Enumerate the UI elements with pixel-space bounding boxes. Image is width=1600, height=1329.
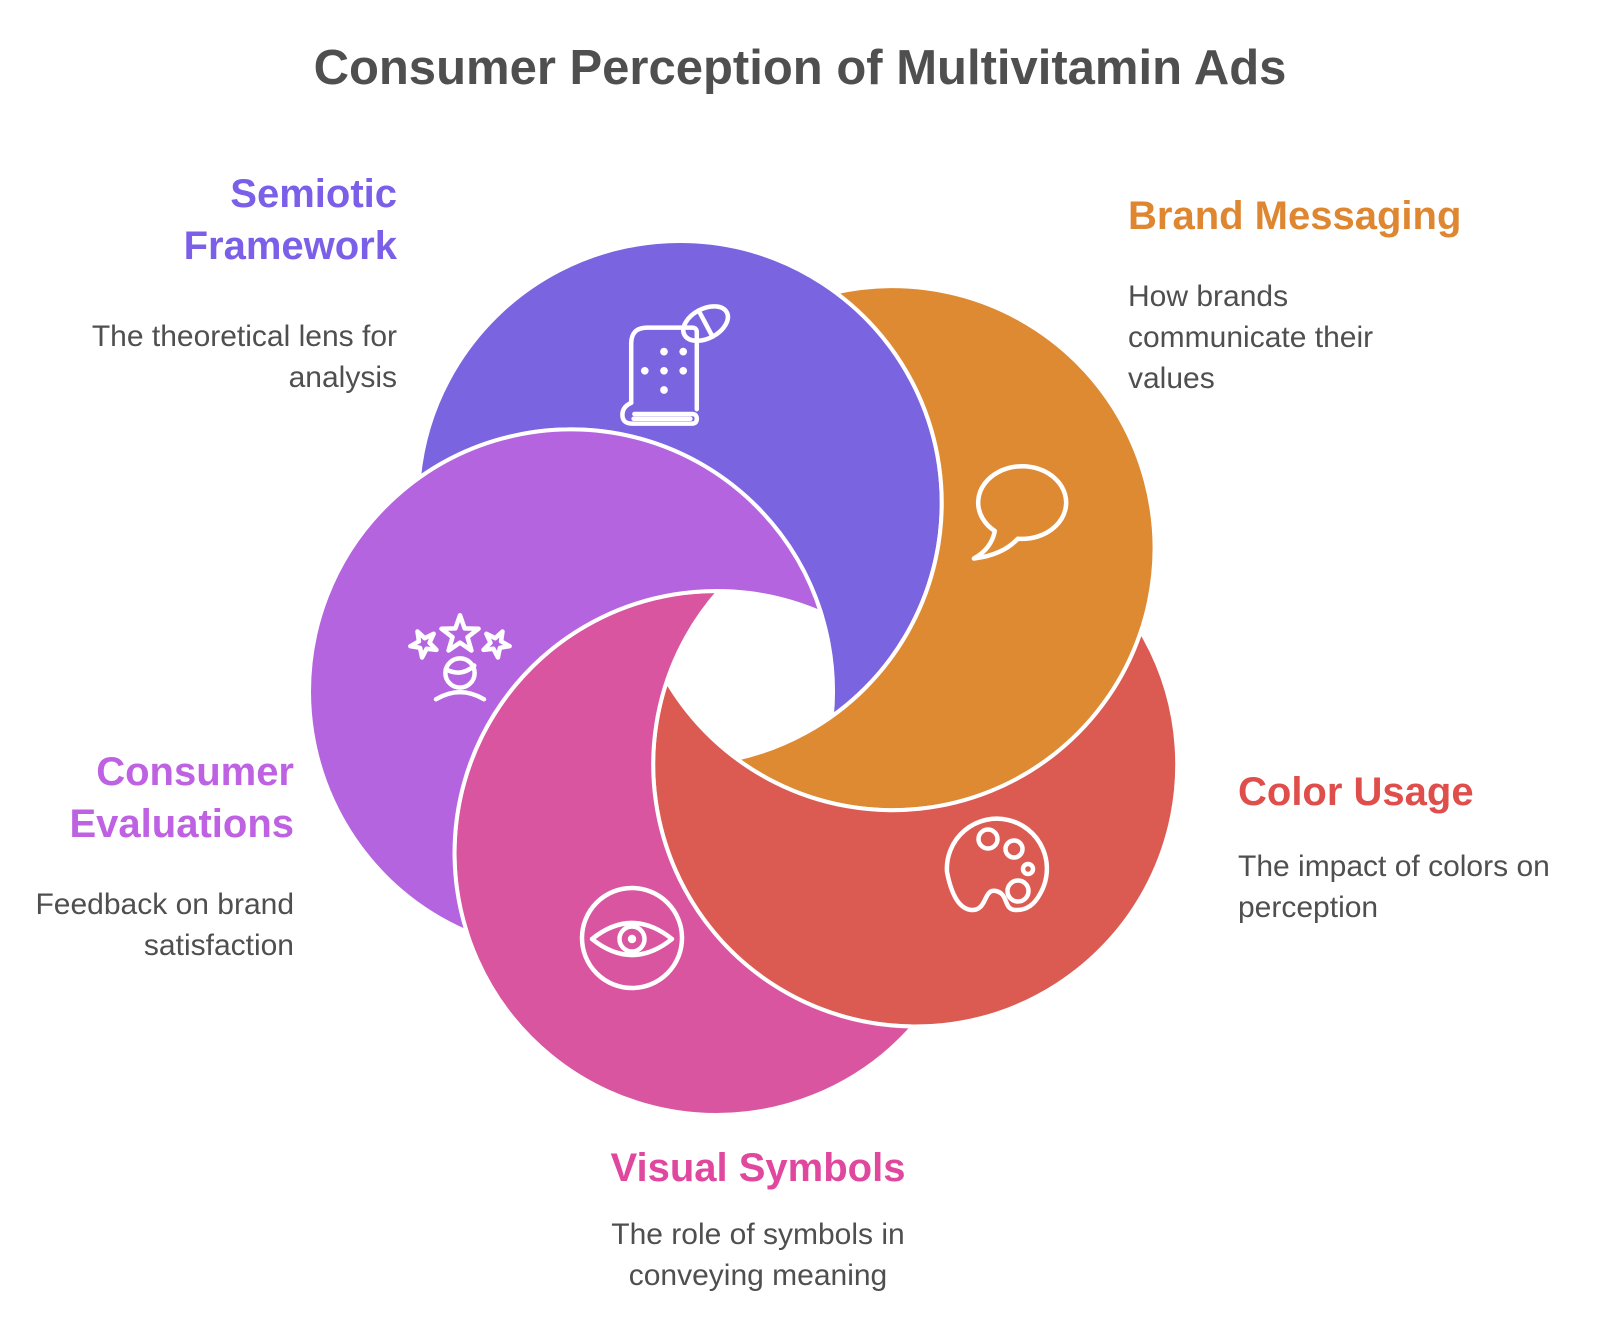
description-consumer-evaluations: Feedback on brand satisfaction: [35, 888, 294, 962]
description-semiotic-framework: The theoretical lens for analysis: [91, 320, 397, 394]
description-brand-messaging: How brands communicate their values: [1128, 280, 1374, 395]
star-rating-person-icon: [410, 615, 509, 699]
label-brand-messaging: Brand Messaging: [1128, 194, 1462, 238]
label-color-usage: Color Usage: [1238, 770, 1474, 814]
description-visual-symbols: The role of symbols in conveying meaning: [611, 1218, 905, 1292]
label-consumer-evaluations: Consumer Evaluations: [69, 750, 294, 846]
label-visual-symbols: Visual Symbols: [610, 1146, 906, 1190]
braille-book-pill-icon: [622, 299, 733, 423]
crescents: [307, 239, 1180, 1117]
eye-icon: [582, 888, 682, 988]
crescent-consumer-evaluations: [307, 427, 825, 936]
page-title: Consumer Perception of Multivitamin Ads: [313, 41, 1287, 95]
description-color-usage: The impact of colors on perception: [1238, 850, 1550, 924]
paint-palette-icon: [947, 819, 1047, 910]
speech-bubble-icon: [974, 466, 1066, 558]
label-semiotic-framework: Semiotic Framework: [183, 172, 397, 268]
